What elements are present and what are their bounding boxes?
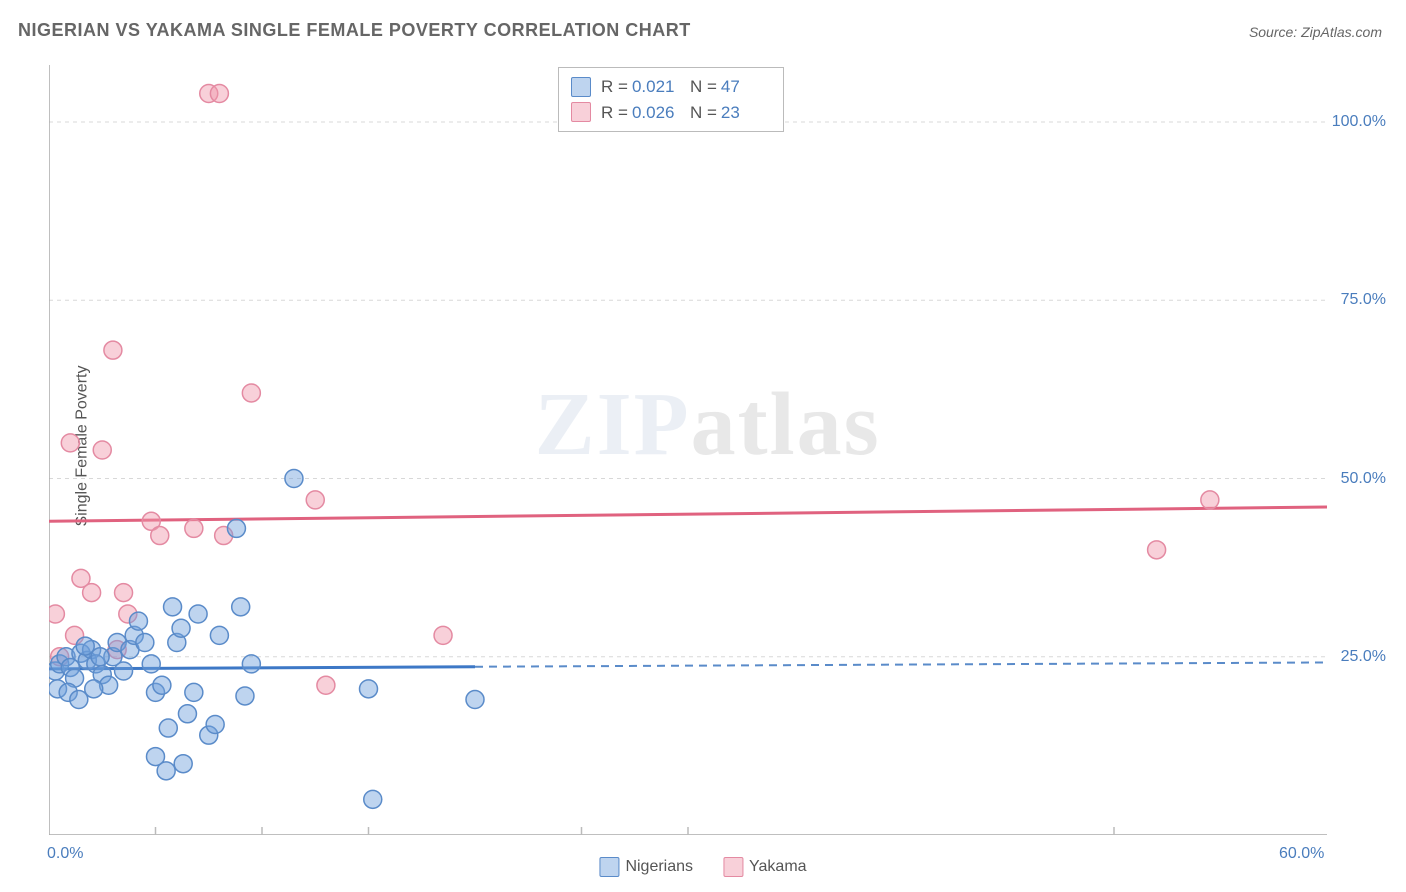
stats-row: R = 0.026N = 23	[571, 100, 771, 126]
scatter-plot	[49, 65, 1327, 835]
legend-swatch	[571, 102, 591, 122]
r-value: 0.021	[632, 74, 678, 100]
source-name: ZipAtlas.com	[1301, 24, 1382, 40]
x-tick-label: 0.0%	[47, 845, 83, 863]
stats-row: R = 0.021N = 47	[571, 74, 771, 100]
stats-legend-box: R = 0.021N = 47R = 0.026N = 23	[558, 67, 784, 132]
y-tick-label: 75.0%	[1341, 291, 1386, 309]
legend-swatch	[599, 857, 619, 877]
chart-container: NIGERIAN VS YAKAMA SINGLE FEMALE POVERTY…	[0, 0, 1406, 892]
bottom-legend: Nigerians Yakama	[599, 857, 806, 877]
legend-item: Nigerians	[599, 857, 693, 877]
legend-swatch	[571, 77, 591, 97]
n-value: 23	[721, 100, 767, 126]
y-tick-label: 25.0%	[1341, 648, 1386, 666]
y-tick-label: 100.0%	[1332, 113, 1386, 131]
source-label: Source: ZipAtlas.com	[1249, 24, 1382, 40]
legend-swatch	[723, 857, 743, 877]
legend-item: Yakama	[723, 857, 807, 877]
r-value: 0.026	[632, 100, 678, 126]
n-value: 47	[721, 74, 767, 100]
x-tick-label: 60.0%	[1279, 845, 1324, 863]
chart-title: NIGERIAN VS YAKAMA SINGLE FEMALE POVERTY…	[18, 20, 691, 41]
y-tick-label: 50.0%	[1341, 470, 1386, 488]
